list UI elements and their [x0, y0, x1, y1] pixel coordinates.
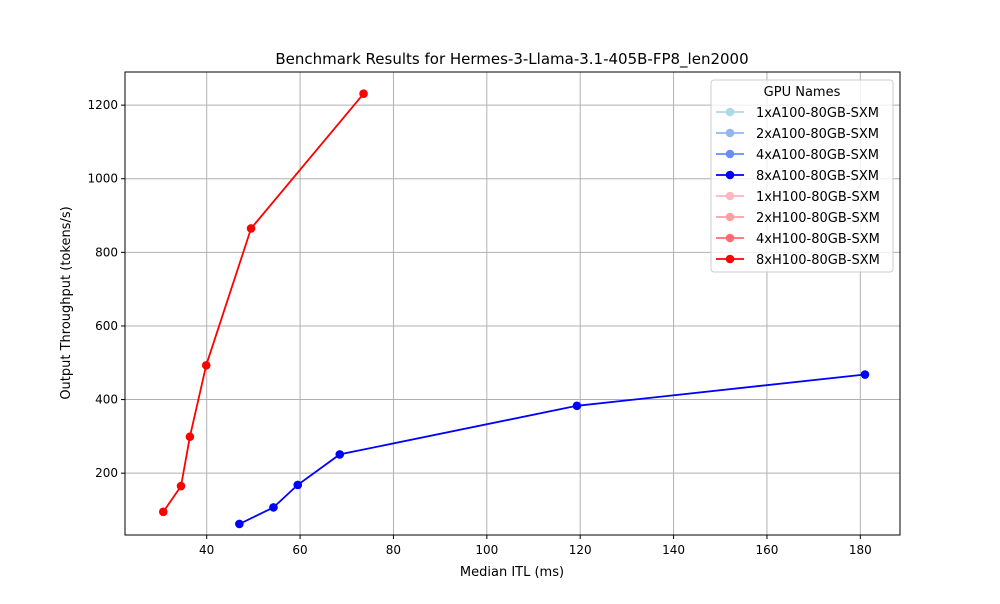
x-tick-label: 160: [755, 543, 778, 557]
legend-label: 1xH100-80GB-SXM: [756, 190, 880, 205]
legend-marker: [725, 254, 735, 264]
legend-label: 4xH100-80GB-SXM: [756, 232, 880, 247]
legend-marker: [725, 170, 735, 180]
data-point: [176, 481, 186, 491]
legend-box: [710, 79, 894, 273]
y-tick-label: 600: [95, 319, 118, 333]
data-point: [158, 507, 168, 517]
data-point: [359, 89, 368, 99]
legend: GPU Names 1xA100-80GB-SXM 2xA100-80GB-SXM…: [710, 79, 894, 273]
x-tick-label: 140: [662, 543, 685, 557]
x-tick-label: 100: [475, 543, 498, 557]
series-line: [162, 93, 365, 513]
legend-marker: [725, 233, 735, 243]
y-axis-label: Output Throughput (tokens/s): [59, 206, 74, 399]
chart-title: Benchmark Results for Hermes-3-Llama-3.1…: [275, 50, 748, 69]
plot-frame: [124, 71, 901, 536]
x-axis-label: Median ITL (ms): [460, 565, 564, 580]
legend-marker: [725, 107, 735, 117]
data-point: [246, 224, 256, 233]
data-point: [572, 401, 582, 411]
x-tick-label: 80: [386, 543, 401, 557]
y-tick-label: 800: [95, 245, 118, 259]
legend-marker: [725, 128, 735, 138]
data-point: [201, 361, 211, 370]
legend-label: 2xH100-80GB-SXM: [756, 211, 880, 226]
legend-items: 1xA100-80GB-SXM 2xA100-80GB-SXM 4xA100-80G…: [716, 106, 880, 268]
x-tick-label: 60: [292, 543, 307, 557]
legend-marker: [725, 149, 735, 159]
series-line: [239, 373, 866, 525]
legend-marker: [725, 191, 735, 201]
y-tick-label: 1200: [87, 98, 118, 112]
y-tick-label: 1000: [87, 172, 118, 186]
data-point: [185, 432, 195, 442]
y-tick-label: 400: [95, 393, 118, 407]
x-tick-label: 40: [199, 543, 214, 557]
data-point: [293, 480, 303, 490]
y-tick-label: 200: [95, 466, 118, 480]
data-point: [269, 503, 278, 512]
data-point: [335, 450, 345, 459]
legend-label: 8xH100-80GB-SXM: [756, 253, 880, 268]
legend-label: 1xA100-80GB-SXM: [756, 106, 879, 121]
data-point: [860, 370, 870, 379]
data-point: [235, 519, 244, 529]
x-tick-label: 120: [569, 543, 592, 557]
legend-marker: [725, 212, 735, 222]
series-layer: [158, 89, 870, 529]
legend-title: GPU Names: [764, 85, 841, 100]
legend-label: 8xA100-80GB-SXM: [756, 169, 879, 184]
x-tick-label: 180: [849, 543, 872, 557]
axis-ticks: 40 60 80 100 120 140 160 180 200 400 600 800 1000 120…: [87, 98, 871, 557]
legend-label: 2xA100-80GB-SXM: [756, 127, 879, 142]
legend-label: 4xA100-80GB-SXM: [756, 148, 879, 163]
